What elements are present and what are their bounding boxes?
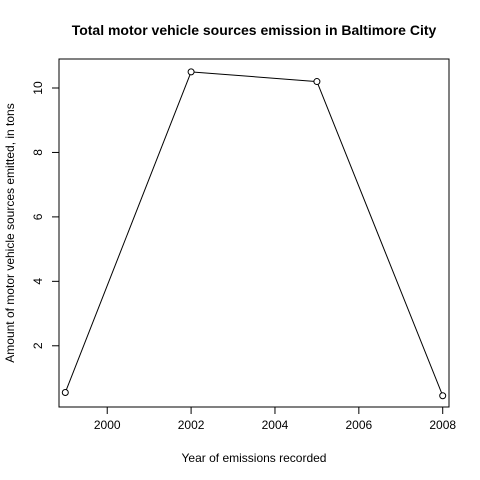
series-line-segment	[194, 71, 314, 82]
y-tick-label: 6	[31, 213, 45, 220]
data-point	[439, 392, 447, 400]
x-tick-label: 2002	[178, 418, 205, 432]
series-layer	[61, 68, 447, 400]
y-axis: 2 4 6 8 10	[31, 81, 59, 349]
x-axis: 2000 2002 2004 2006 2008	[94, 407, 456, 432]
x-tick-label: 2006	[345, 418, 372, 432]
x-tick-label: 2008	[429, 418, 456, 432]
series-line-segment	[65, 74, 191, 390]
chart-title: Total motor vehicle sources emission in …	[72, 22, 437, 38]
x-tick-label: 2000	[94, 418, 121, 432]
x-tick-label: 2004	[262, 418, 289, 432]
series-line-segment	[317, 84, 443, 394]
y-axis-label: Amount of motor vehicle sources emitted,…	[3, 103, 17, 362]
y-tick-label: 2	[31, 342, 45, 349]
y-tick-label: 4	[31, 278, 45, 285]
y-tick-label: 10	[31, 81, 45, 95]
y-tick-label: 8	[31, 149, 45, 156]
plot-box	[58, 58, 450, 408]
x-axis-label: Year of emissions recorded	[182, 451, 327, 465]
data-point	[187, 68, 195, 76]
data-point	[313, 78, 321, 86]
data-point	[61, 389, 69, 396]
